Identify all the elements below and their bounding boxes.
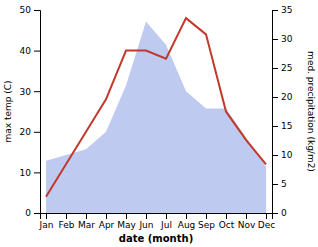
tick-mark	[34, 213, 40, 214]
tick-mark	[166, 213, 167, 219]
tick-mark	[226, 213, 227, 219]
tick-label: Jul	[160, 220, 172, 230]
tick-mark	[106, 213, 107, 219]
tick-label: 20	[20, 127, 32, 137]
tick: 10	[272, 150, 293, 160]
tick-label: Jan	[39, 220, 54, 230]
x-axis: Jan FebMar AprMayJun Jul AugSep OctNovDec	[39, 213, 276, 230]
tick: 40	[20, 46, 40, 56]
axis-line	[273, 11, 279, 214]
x-axis-title: date (month)	[119, 233, 193, 244]
y2-axis-title: med. precipitation (kg/m2)	[306, 51, 316, 172]
tick-label: Jun	[138, 220, 153, 230]
tick-label: Nov	[238, 220, 256, 230]
tick: Oct	[219, 213, 235, 230]
tick-mark	[272, 97, 278, 98]
chart-container: Jan FebMar AprMayJun Jul AugSep OctNovDec 0 10 2…	[0, 0, 318, 247]
tick: Mar	[78, 213, 95, 230]
tick-label: Apr	[99, 220, 115, 230]
tick: 10	[20, 168, 40, 178]
tick-mark	[34, 132, 40, 133]
tick: May	[117, 213, 136, 230]
tick: 30	[20, 87, 40, 97]
tick-label: 5	[281, 179, 287, 189]
tick-label: May	[117, 220, 136, 230]
tick: Jul	[160, 213, 172, 230]
tick: Jan	[39, 213, 54, 230]
tick: 50	[20, 5, 40, 15]
tick: 20	[20, 127, 40, 137]
tick-label: Mar	[78, 220, 95, 230]
line	[46, 18, 266, 197]
tick-mark	[126, 213, 127, 219]
tick-mark	[34, 10, 40, 11]
tick-label: 0	[281, 208, 287, 218]
tick: Jun	[138, 213, 153, 230]
tick-label: Dec	[258, 220, 275, 230]
tick-mark	[272, 213, 278, 214]
tick-label: 30	[20, 87, 32, 97]
y2-axis: 0 5 10 15 20 25 30 35	[272, 5, 293, 218]
tick: Sep	[198, 213, 215, 230]
tick-mark	[46, 213, 47, 219]
axis-line	[34, 11, 41, 214]
tick-label: Sep	[198, 220, 215, 230]
tick-label: 10	[20, 168, 32, 178]
tick-mark	[66, 213, 67, 219]
tick-mark	[146, 213, 147, 219]
tick-label: Oct	[219, 220, 235, 230]
tick: Aug	[178, 213, 196, 230]
tick: 30	[272, 34, 293, 44]
tick: 20	[272, 92, 293, 102]
tick: 0	[25, 208, 40, 218]
y-axis: 0 10 20 30 40 50	[20, 5, 41, 218]
tick: Apr	[99, 213, 115, 230]
tick-mark	[34, 51, 40, 52]
tick: Feb	[59, 213, 75, 230]
area	[46, 22, 266, 213]
tick-label: 30	[281, 34, 293, 44]
tick-label: 25	[281, 63, 292, 73]
tick-mark	[206, 213, 207, 219]
tick-mark	[186, 213, 187, 219]
tick: Nov	[238, 213, 256, 230]
tick: 35	[272, 5, 292, 15]
tick-label: 40	[20, 46, 32, 56]
tick: 5	[272, 179, 287, 189]
tick-mark	[86, 213, 87, 219]
tick-mark	[272, 39, 278, 40]
axis-line	[41, 214, 273, 220]
tick-mark	[272, 126, 278, 127]
tick: 0	[272, 208, 287, 218]
tick: Dec	[258, 213, 275, 230]
tick-mark	[34, 91, 40, 92]
tick-mark	[34, 172, 40, 173]
tick-label: 35	[281, 5, 292, 15]
tick-label: Feb	[59, 220, 75, 230]
tick-mark	[272, 10, 278, 11]
tick-label: Aug	[178, 220, 196, 230]
tick-label: 10	[281, 150, 293, 160]
tick-label: 50	[20, 5, 32, 15]
tick-label: 20	[281, 92, 293, 102]
tick-mark	[266, 213, 267, 219]
tick-label: 0	[25, 208, 31, 218]
tick-mark	[246, 213, 247, 219]
tick: 25	[272, 63, 292, 73]
y-axis-title: max temp (C)	[3, 80, 13, 142]
plot-area	[46, 18, 266, 213]
tick-mark	[272, 68, 278, 69]
tick-mark	[272, 155, 278, 156]
chart: Jan FebMar AprMayJun Jul AugSep OctNovDec 0 10 2…	[0, 0, 318, 247]
tick-mark	[272, 184, 278, 185]
tick-label: 15	[281, 121, 292, 131]
tick: 15	[272, 121, 292, 131]
